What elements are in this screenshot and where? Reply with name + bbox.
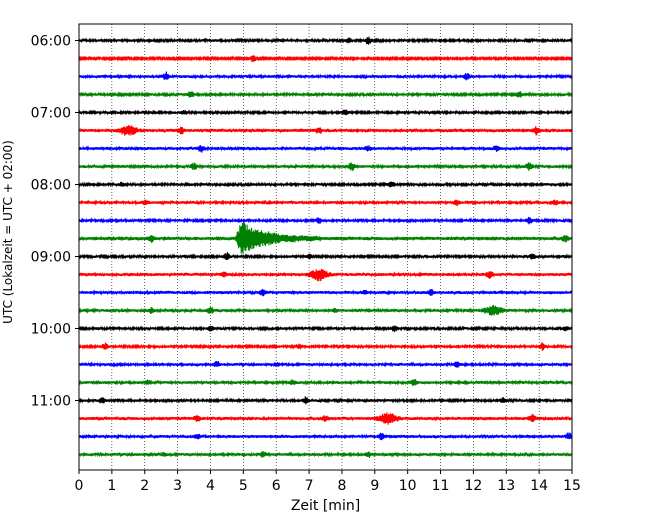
trace-1145 (78, 451, 573, 458)
trace-1100 (78, 396, 573, 405)
trace-1000 (78, 325, 573, 333)
trace-0900 (78, 252, 573, 261)
x-tick-label: 7 (305, 478, 314, 494)
x-tick-label: 0 (75, 478, 84, 494)
trace-1130 (78, 432, 573, 441)
y-tick-label: 08:00 (31, 178, 71, 194)
x-tick-label: 4 (206, 478, 215, 494)
trace-1030 (78, 360, 573, 368)
trace-0730 (78, 145, 573, 153)
x-tick-label: 13 (497, 478, 515, 494)
x-tick-label: 12 (464, 478, 482, 494)
trace-0615 (78, 55, 573, 62)
trace-0815 (78, 199, 573, 207)
x-tick-label: 14 (530, 478, 548, 494)
trace-1115 (78, 412, 573, 425)
trace-0630 (78, 71, 573, 81)
trace-0745 (78, 162, 573, 171)
x-tick-label: 2 (140, 478, 149, 494)
y-tick-label: 07:00 (31, 106, 71, 122)
x-tick-label: 11 (432, 478, 450, 494)
trace-0800 (78, 181, 573, 188)
trace-1015 (78, 342, 573, 351)
trace-0945 (78, 304, 573, 316)
trace-0600 (78, 36, 573, 45)
x-tick-label: 5 (239, 478, 248, 494)
trace-group (78, 36, 573, 458)
grid-lines (111, 24, 540, 470)
y-axis: 06:00 07:00 08:00 09:00 10:00 11:00 (31, 34, 79, 410)
trace-1045 (78, 379, 573, 386)
x-tick-label: 9 (370, 478, 379, 494)
x-tick-label: 10 (399, 478, 417, 494)
x-tick-label: 6 (272, 478, 281, 494)
plot-frame (78, 23, 573, 471)
trace-0915 (78, 269, 573, 282)
trace-0930 (78, 288, 573, 297)
trace-0845 (78, 222, 573, 254)
x-tick-label: 1 (107, 478, 116, 494)
trace-0715 (78, 125, 573, 136)
y-axis-label: UTC (Lokalzeit = UTC + 02:00) (1, 140, 15, 324)
x-tick-label: 3 (173, 478, 182, 494)
y-tick-label: 10:00 (31, 322, 71, 338)
x-tick-label: 15 (563, 478, 581, 494)
x-axis: 0 1 2 3 4 5 6 7 8 9 10 11 12 13 14 15 (75, 470, 581, 494)
y-tick-label: 09:00 (31, 250, 71, 266)
y-tick-label: 06:00 (31, 34, 71, 50)
trace-0645 (78, 91, 573, 98)
trace-0830 (78, 216, 573, 225)
trace-0700 (78, 109, 573, 116)
x-axis-label: Zeit [min] (291, 498, 360, 514)
x-tick-label: 8 (337, 478, 346, 494)
y-tick-label: 11:00 (31, 394, 71, 410)
